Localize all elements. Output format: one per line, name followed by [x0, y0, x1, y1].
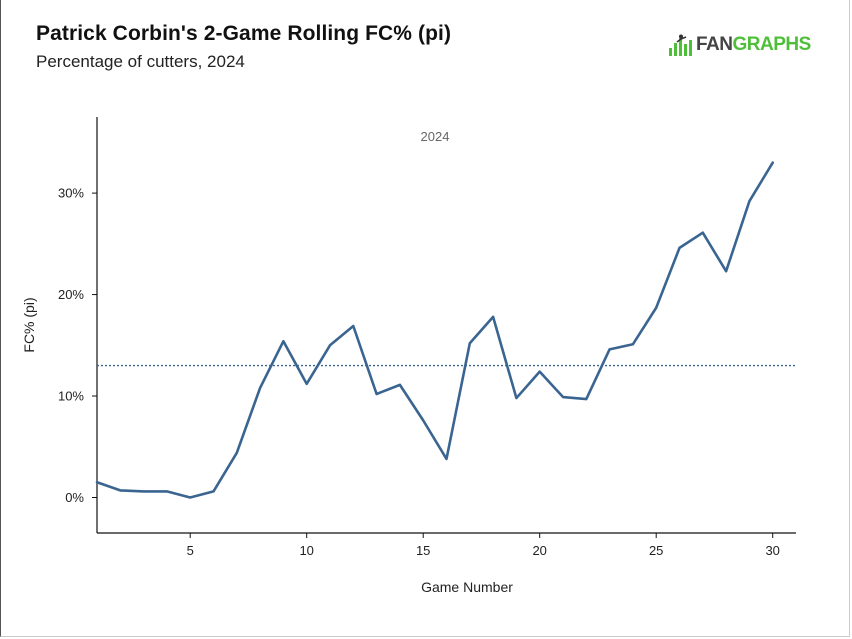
x-tick-label: 25 — [649, 543, 663, 558]
data-point — [305, 382, 309, 386]
x-tick-label: 5 — [187, 543, 194, 558]
data-point — [491, 315, 495, 319]
y-tick-label: 20% — [58, 287, 84, 302]
data-point — [678, 246, 682, 250]
data-point — [95, 480, 99, 484]
chart-subtitle: Percentage of cutters, 2024 — [36, 52, 245, 71]
logo-text-accent: GRAPHS — [732, 34, 812, 55]
data-point — [701, 231, 705, 235]
data-point — [188, 495, 192, 499]
y-axis-title: FC% (pi) — [21, 297, 37, 352]
data-point — [561, 395, 565, 399]
data-point — [142, 489, 146, 493]
data-point — [258, 386, 262, 390]
data-point — [724, 269, 728, 273]
data-point — [212, 489, 216, 493]
y-tick-label: 0% — [65, 490, 84, 505]
x-tick-label: 10 — [299, 543, 313, 558]
data-point — [538, 370, 542, 374]
data-point — [328, 343, 332, 347]
x-tick-label: 30 — [765, 543, 779, 558]
y-axis-ticks: 0% 10% 20% 30% — [58, 186, 97, 505]
data-point — [654, 306, 658, 310]
data-point — [118, 488, 122, 492]
fangraphs-logo-icon — [669, 34, 692, 56]
chart-title: Patrick Corbin's 2-Game Rolling FC% (pi) — [36, 22, 452, 45]
data-point — [608, 347, 612, 351]
data-point — [375, 392, 379, 396]
x-axis-ticks: 5 10 15 20 25 30 — [187, 533, 780, 558]
logo-text-main: FAN — [696, 34, 733, 55]
data-point — [445, 457, 449, 461]
data-point — [514, 396, 518, 400]
data-point — [165, 489, 169, 493]
plot-area: 0% 10% 20% 30% 5 10 15 20 25 30 — [58, 117, 796, 558]
fangraphs-logo: FANGRAPHS — [668, 33, 811, 57]
data-point — [631, 342, 635, 346]
data-point — [747, 199, 751, 203]
series-line — [95, 161, 774, 499]
fangraphs-logo-text: FANGRAPHS — [696, 34, 811, 56]
x-tick-label: 15 — [416, 543, 430, 558]
series-points — [95, 161, 775, 500]
facet-label: 2024 — [421, 129, 450, 144]
x-axis-title: Game Number — [421, 579, 513, 595]
x-tick-label: 20 — [532, 543, 546, 558]
data-point — [468, 341, 472, 345]
y-tick-label: 10% — [58, 389, 84, 404]
data-point — [421, 418, 425, 422]
data-point — [584, 397, 588, 401]
data-point — [351, 324, 355, 328]
data-point — [235, 451, 239, 455]
y-tick-label: 30% — [58, 186, 84, 201]
data-point — [281, 339, 285, 343]
data-point — [398, 383, 402, 387]
data-point — [771, 161, 775, 165]
